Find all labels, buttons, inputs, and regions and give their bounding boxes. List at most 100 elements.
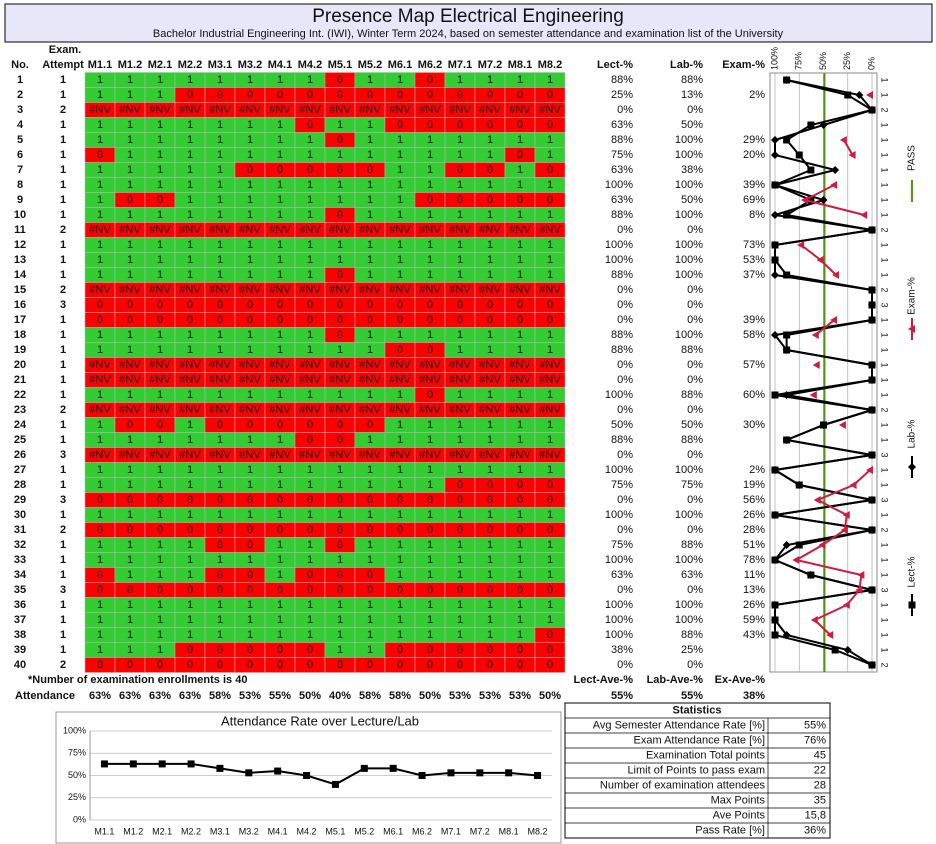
cell-value: 1 (517, 434, 523, 446)
attendance-value: 63% (149, 690, 171, 702)
cell-value: #NV (149, 449, 171, 461)
cell-value: 1 (97, 644, 103, 656)
cell-value: #NV (209, 374, 231, 386)
cell-value: 1 (187, 164, 193, 176)
cell-value: 0 (517, 89, 523, 101)
cell-value: #NV (179, 404, 201, 416)
x-tick-label: M4.1 (268, 826, 288, 836)
cell-value: #NV (269, 404, 291, 416)
row-number: 37 (14, 614, 26, 626)
cell-value: 1 (217, 194, 223, 206)
category-label: 1 (880, 557, 890, 562)
cell-value: 1 (247, 389, 253, 401)
attempt: 1 (60, 314, 66, 326)
marker-diamond (771, 601, 779, 609)
cell-value: 1 (187, 434, 193, 446)
cell-value: 1 (97, 209, 103, 221)
attempt: 1 (60, 374, 66, 386)
cell-value: 1 (277, 389, 283, 401)
cell-value: 1 (127, 614, 133, 626)
cell-value: #NV (209, 284, 231, 296)
marker-diamond (771, 256, 779, 264)
cell-value: 1 (427, 479, 433, 491)
cell-value: #NV (299, 284, 321, 296)
cell-value: 1 (547, 464, 553, 476)
cell-value: #NV (449, 359, 471, 371)
marker-diamond (868, 316, 876, 324)
attempt: 1 (60, 344, 66, 356)
marker-square (331, 780, 339, 788)
cell-value: 0 (547, 194, 553, 206)
cell-value: #NV (299, 449, 321, 461)
cell-value: 0 (157, 494, 163, 506)
cell-value: 0 (97, 494, 103, 506)
cell-value: #NV (239, 284, 261, 296)
cell-value: 1 (487, 209, 493, 221)
cell-value: 1 (247, 479, 253, 491)
cell-value: #NV (89, 359, 111, 371)
stats-label: Limit of Points to pass exam (627, 764, 765, 776)
cell-value: 1 (517, 614, 523, 626)
stats-value: 76% (804, 734, 826, 746)
cell-value: 1 (217, 149, 223, 161)
cell-value: 1 (367, 554, 373, 566)
cell-value: 1 (517, 599, 523, 611)
legend-label: Exam-% (907, 277, 918, 315)
percent: 73% (743, 239, 765, 251)
marker-square (303, 772, 311, 779)
cell-value: 1 (427, 134, 433, 146)
column-header: M6.2 (418, 59, 442, 71)
cell-value: 1 (97, 554, 103, 566)
marker-diamond (771, 136, 779, 144)
cell-value: 0 (157, 314, 163, 326)
cell-value: 0 (487, 299, 493, 311)
cell-value: 1 (517, 554, 523, 566)
cell-value: #NV (209, 359, 231, 371)
cell-value: 1 (397, 164, 403, 176)
cell-value: 1 (277, 134, 283, 146)
cell-value: 1 (97, 179, 103, 191)
row-number: 36 (14, 599, 26, 611)
cell-value: 1 (337, 614, 343, 626)
cell-value: 0 (457, 524, 463, 536)
cell-value: 1 (307, 194, 313, 206)
cell-value: 0 (127, 659, 133, 671)
attempt: 2 (60, 284, 66, 296)
marker-square (389, 764, 397, 772)
category-label: 1 (880, 272, 890, 277)
cell-value: 1 (517, 419, 523, 431)
stats-label: Ave Points (713, 809, 766, 821)
cell-value: 1 (187, 554, 193, 566)
cell-value: #NV (299, 104, 321, 116)
cell-value: 1 (547, 599, 553, 611)
cell-value: #NV (419, 359, 441, 371)
attempt: 2 (60, 659, 66, 671)
cell-value: 1 (157, 164, 163, 176)
cell-value: 0 (127, 314, 133, 326)
marker-diamond (771, 511, 779, 519)
cell-value: #NV (479, 374, 501, 386)
cell-value: 0 (97, 659, 103, 671)
attendance-value: 58% (389, 690, 411, 702)
cell-value: 0 (487, 494, 493, 506)
cell-value: 1 (127, 74, 133, 86)
cell-value: 0 (367, 164, 373, 176)
category-label: 2 (880, 107, 890, 112)
cell-value: 1 (127, 239, 133, 251)
cell-value: #NV (209, 449, 231, 461)
cell-value: 0 (547, 164, 553, 176)
cell-value: 1 (517, 179, 523, 191)
cell-value: #NV (329, 404, 351, 416)
cell-value: 1 (187, 119, 193, 131)
cell-value: 0 (337, 329, 343, 341)
cell-value: #NV (269, 449, 291, 461)
attendance-value: 63% (119, 690, 141, 702)
cell-value: #NV (299, 359, 321, 371)
marker-square (534, 772, 542, 779)
marker-triangle (797, 241, 805, 249)
cell-value: 1 (487, 434, 493, 446)
legend-label: Lab-% (907, 419, 918, 448)
cell-value: 1 (307, 509, 313, 521)
cell-value: 1 (367, 254, 373, 266)
